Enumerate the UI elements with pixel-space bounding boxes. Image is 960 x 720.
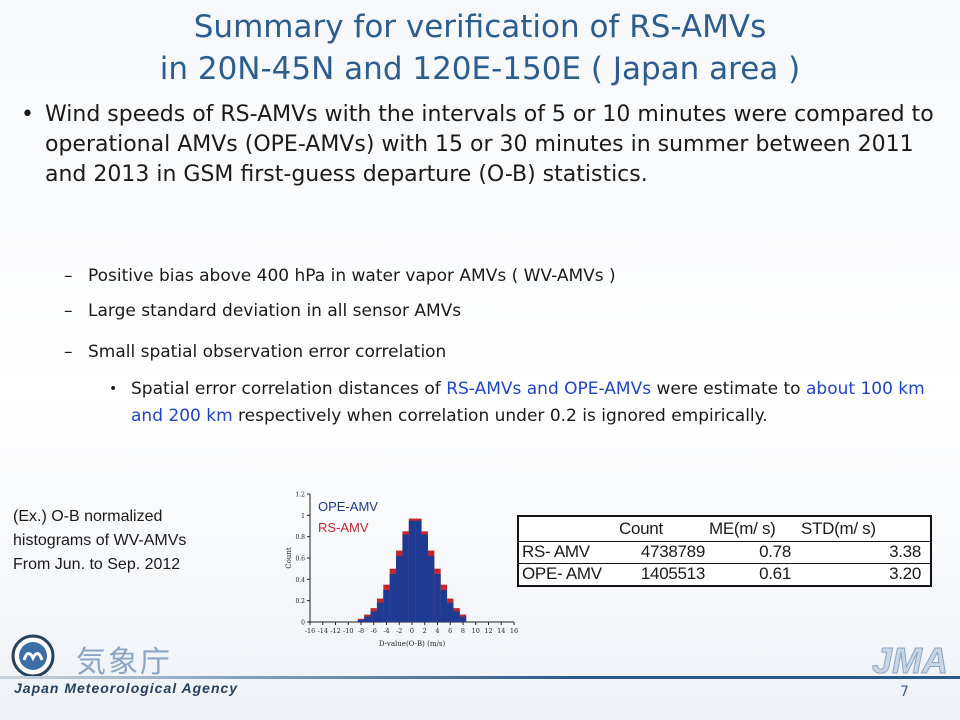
main-bullet: • Wind speeds of RS-AMVs with the interv… <box>21 100 945 190</box>
title-line-1: Summary for verification of RS-AMVs <box>193 9 767 45</box>
row-count: 4738789 <box>640 542 705 561</box>
sub-bullet: – Large standard deviation in all sensor… <box>64 299 462 323</box>
x-tick-label: -6 <box>371 627 377 635</box>
sub-bullet-text: Large standard deviation in all sensor A… <box>88 301 462 321</box>
header-me: ME(m/ s) <box>709 519 776 538</box>
header-std: STD(m/ s) <box>801 519 876 538</box>
bar-ope-amv <box>459 616 467 622</box>
bar-ope-amv <box>415 520 422 622</box>
legend-ope-amv: OPE-AMV <box>318 499 378 514</box>
y-axis-label: Count <box>285 547 293 569</box>
x-tick-label: -4 <box>383 627 389 635</box>
bullet-dot-icon: • <box>21 102 34 127</box>
page-number: 7 <box>900 684 909 700</box>
org-name-english: Japan Meteorological Agency <box>14 680 239 696</box>
main-bullet-text: Wind speeds of RS-AMVs with the interval… <box>45 102 934 187</box>
row-name: OPE- AMV <box>522 564 602 583</box>
x-tick-label: 0 <box>410 627 414 635</box>
x-tick-label: 4 <box>435 627 439 635</box>
y-tick-label: 0 <box>301 620 305 627</box>
x-tick-label: 6 <box>448 627 452 635</box>
sub-bullet: – Positive bias above 400 hPa in water v… <box>64 264 616 288</box>
row-me: 0.61 <box>759 564 791 583</box>
sub-sub-bullet: • Spatial error correlation distances of… <box>109 376 951 430</box>
y-tick-label: 0.6 <box>295 556 305 563</box>
table-row: OPE- AMV 1405513 0.61 3.20 <box>519 563 930 586</box>
bar-ope-amv <box>357 619 365 622</box>
x-tick-label: -10 <box>343 627 353 635</box>
page-title: Summary for verification of RS-AMVs in 2… <box>0 6 960 90</box>
jma-emblem-icon <box>11 634 55 678</box>
bar-ope-amv <box>383 590 390 622</box>
text-part: were estimate to <box>651 379 806 399</box>
x-tick-label: 10 <box>472 627 480 635</box>
bar-ope-amv <box>396 555 403 622</box>
sub-bullet: – Small spatial observation error correl… <box>64 340 447 364</box>
x-tick-label: -8 <box>358 627 364 635</box>
highlight-text: RS-AMVs and OPE-AMVs <box>446 379 652 399</box>
x-tick-label: 8 <box>461 627 465 635</box>
sub-bullet-text: Small spatial observation error correlat… <box>88 342 447 362</box>
title-line-2: in 20N-45N and 120E-150E ( Japan area ) <box>159 51 801 87</box>
y-tick-label: 0.8 <box>295 534 305 541</box>
highlight-text: about 100 km and 200 km <box>131 379 925 426</box>
x-tick-label: 2 <box>423 627 427 635</box>
bullet-dot-icon: • <box>109 381 118 397</box>
text-part: respectively when correlation under 0.2 … <box>232 406 768 426</box>
bar-ope-amv <box>427 555 435 622</box>
histogram-chart: 0 0.2 0.4 0.6 0.8 1 1.2 -16 -14 -12 -10 -8 -6 -4 -2 0 2 4… <box>285 492 518 649</box>
x-tick-label: 12 <box>484 627 492 635</box>
bar-ope-amv <box>389 574 397 622</box>
legend-rs-amv: RS-AMV <box>318 520 369 535</box>
bar-ope-amv <box>453 611 460 622</box>
chart-caption: (Ex.) O-B normalized histograms of WV-AM… <box>13 505 271 577</box>
x-tick-label: -16 <box>305 627 315 635</box>
row-name: RS- AMV <box>522 542 590 561</box>
bar-ope-amv <box>447 602 454 622</box>
bar-ope-amv <box>434 574 441 622</box>
row-std: 3.20 <box>889 564 921 583</box>
x-tick-label: -12 <box>330 627 340 635</box>
table-header-row: Count ME(m/ s) STD(m/ s) <box>519 519 930 541</box>
y-tick-label: 0.4 <box>295 577 305 584</box>
bar-ope-amv <box>421 534 428 622</box>
x-tick-label: 16 <box>510 627 518 635</box>
y-tick-label: 1.2 <box>295 492 305 499</box>
dash-icon: – <box>64 342 73 362</box>
jma-logo: JMA <box>871 640 949 682</box>
x-tick-label: -14 <box>318 627 328 635</box>
sub-bullet-text: Positive bias above 400 hPa in water vap… <box>88 266 616 286</box>
bar-ope-amv <box>370 611 377 622</box>
footer-divider <box>0 676 960 679</box>
bar-ope-amv <box>402 534 409 622</box>
table-row: RS- AMV 4738789 0.78 3.38 <box>519 541 930 564</box>
caption-line: (Ex.) O-B normalized <box>13 508 163 525</box>
dash-icon: – <box>64 266 73 286</box>
bar-ope-amv <box>440 590 448 622</box>
dash-icon: – <box>64 301 73 321</box>
bar-ope-amv <box>364 616 371 622</box>
x-tick-label: -2 <box>396 627 402 635</box>
row-count: 1405513 <box>640 564 705 583</box>
statistics-table: Count ME(m/ s) STD(m/ s) RS- AMV 4738789… <box>517 515 932 587</box>
x-axis-label: D-value(O-B) (m/s) <box>379 640 446 648</box>
y-tick-label: 0.2 <box>295 598 305 605</box>
header-count: Count <box>619 519 663 538</box>
row-std: 3.38 <box>889 542 921 561</box>
y-tick-label: 1 <box>301 513 305 520</box>
jma-kanji-logo: 気象庁 <box>76 645 172 680</box>
row-me: 0.78 <box>759 542 791 561</box>
caption-line: histograms of WV-AMVs <box>13 532 187 549</box>
bar-ope-amv <box>376 602 384 622</box>
x-tick-label: 14 <box>497 627 505 635</box>
caption-line: From Jun. to Sep. 2012 <box>13 556 181 573</box>
text-part: Spatial error correlation distances of <box>131 379 447 399</box>
bar-ope-amv <box>408 520 416 622</box>
